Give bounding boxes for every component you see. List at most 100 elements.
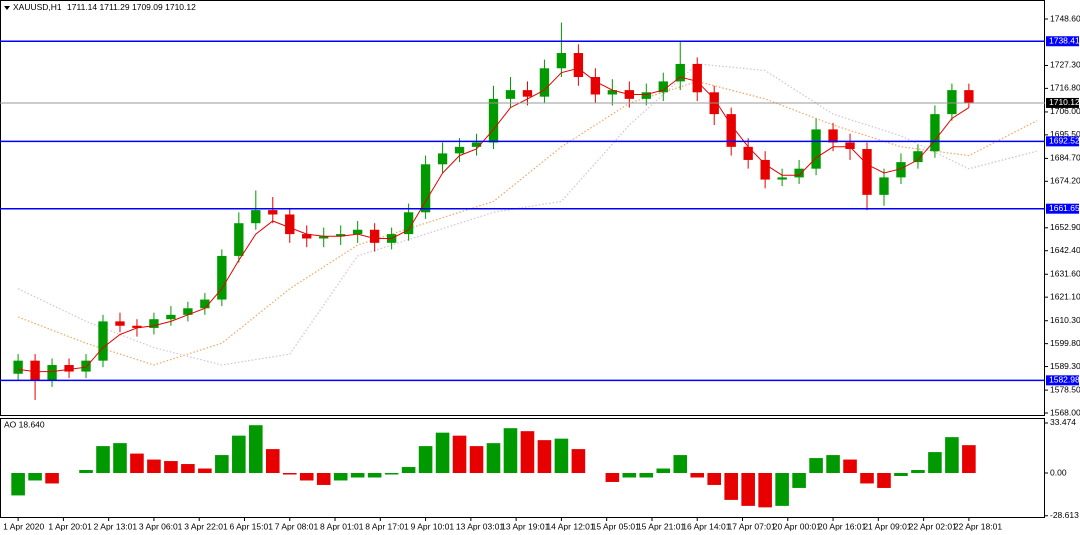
ao-bar bbox=[96, 446, 110, 474]
header: XAUUSD,H1 1711.14 1711.29 1709.09 1710.1… bbox=[13, 2, 196, 12]
ao-bar bbox=[724, 473, 738, 500]
candle-body bbox=[285, 214, 295, 235]
y-tick-label: 1621.10 bbox=[1050, 291, 1080, 301]
y-tick-label: 1748.60 bbox=[1050, 13, 1080, 23]
ao-bar bbox=[503, 428, 518, 474]
candle-body bbox=[964, 90, 974, 103]
ao-bar bbox=[775, 473, 789, 506]
y-tick-label: 1652.90 bbox=[1050, 222, 1080, 232]
symbol-menu-arrow bbox=[4, 6, 10, 10]
candle-body bbox=[726, 114, 736, 147]
ichimoku-span_a bbox=[17, 80, 1038, 366]
candle-body bbox=[947, 90, 957, 115]
x-tick-label: 1 Apr 20:01 bbox=[48, 521, 92, 531]
candle-body bbox=[81, 360, 91, 372]
y-tick-label: 1684.70 bbox=[1050, 153, 1080, 163]
y-tick-label: 1674.20 bbox=[1050, 176, 1080, 186]
x-tick-label: 3 Apr 22:01 bbox=[184, 521, 228, 531]
candle-body bbox=[115, 321, 125, 326]
ao-bar bbox=[809, 458, 823, 474]
ao-bar bbox=[45, 473, 59, 484]
ao-bar bbox=[469, 446, 484, 474]
candle-body bbox=[403, 212, 414, 235]
ao-bar bbox=[690, 473, 705, 478]
candle-body bbox=[811, 129, 821, 169]
ao-bar bbox=[486, 443, 501, 474]
candle-body bbox=[641, 92, 651, 99]
ao-bar bbox=[707, 473, 722, 485]
candle-body bbox=[539, 68, 550, 97]
ao-bar bbox=[622, 473, 637, 478]
x-tick-label: 8 Apr 01:01 bbox=[320, 521, 364, 531]
ao-bar bbox=[333, 473, 348, 481]
y-tick-label: 1568.00 bbox=[1050, 407, 1080, 417]
x-tick-label: 20 Apr 16:01 bbox=[818, 521, 866, 531]
candle-body bbox=[556, 53, 567, 69]
candle-body bbox=[319, 236, 329, 239]
x-tick-label: 20 Apr 00:01 bbox=[773, 521, 821, 531]
candle-body bbox=[336, 234, 346, 237]
candle-body bbox=[930, 114, 940, 152]
header-high: 1711.29 bbox=[100, 2, 130, 12]
x-tick-label: 21 Apr 09:01 bbox=[863, 521, 911, 531]
x-tick-label: 6 Apr 15:01 bbox=[229, 521, 273, 531]
ao-bar bbox=[282, 473, 297, 475]
ao-panel-frame bbox=[0, 418, 1045, 518]
candle-body bbox=[369, 229, 380, 243]
ao-bar bbox=[198, 468, 212, 474]
level-tag bbox=[1046, 36, 1079, 47]
x-tick-label: 7 Apr 08:01 bbox=[275, 521, 319, 531]
candle-body bbox=[268, 210, 278, 215]
candle-body bbox=[777, 177, 787, 180]
ao-title: AO 18.640 bbox=[4, 419, 45, 429]
ao-bar bbox=[962, 445, 976, 474]
candle-body bbox=[251, 210, 261, 224]
ao-bar bbox=[147, 459, 161, 474]
y-tick-label: 33.474 bbox=[1050, 417, 1076, 427]
candle-body bbox=[302, 234, 312, 239]
ao-bar bbox=[435, 432, 450, 474]
ao-bar bbox=[79, 470, 93, 474]
ao-bar bbox=[826, 455, 840, 474]
x-tick-label: 22 Apr 02:01 bbox=[909, 521, 957, 531]
ao-bar bbox=[945, 437, 959, 474]
ao-bar bbox=[605, 473, 620, 482]
ao-bar bbox=[452, 435, 467, 474]
current-price-tag bbox=[1046, 97, 1079, 108]
ao-bar bbox=[232, 435, 246, 474]
ao-bar bbox=[571, 449, 586, 474]
header-low: 1709.09 bbox=[132, 2, 163, 12]
header-close: 1710.12 bbox=[165, 2, 196, 12]
y-tick-label: 1578.50 bbox=[1050, 384, 1080, 394]
ao-bar bbox=[656, 468, 671, 474]
candle-body bbox=[353, 229, 363, 235]
candle-body bbox=[845, 142, 855, 150]
level-label: 1661.65 bbox=[1049, 203, 1080, 213]
ao-bar bbox=[673, 455, 688, 474]
candle-body bbox=[675, 63, 685, 82]
candle-body bbox=[98, 321, 108, 361]
candle-body bbox=[488, 98, 499, 143]
candle-body bbox=[166, 314, 176, 320]
candle-body bbox=[200, 299, 210, 309]
x-tick-label: 16 Apr 14:01 bbox=[682, 521, 730, 531]
level-tag bbox=[1046, 375, 1079, 386]
y-tick-label: 1706.00 bbox=[1050, 106, 1080, 116]
candle-body bbox=[13, 360, 23, 374]
candle-body bbox=[64, 365, 74, 372]
candle-body bbox=[862, 149, 872, 195]
level-label: 1692.52 bbox=[1049, 136, 1080, 146]
x-tick-label: 17 Apr 07:01 bbox=[728, 521, 776, 531]
candle-body bbox=[149, 319, 159, 328]
ao-bar bbox=[792, 473, 806, 488]
current-price-label: 1710.12 bbox=[1049, 97, 1080, 107]
ao-bar bbox=[401, 467, 416, 474]
candle-body bbox=[30, 360, 40, 381]
y-tick-label: 1695.50 bbox=[1050, 129, 1080, 139]
candle-body bbox=[760, 159, 770, 180]
ao-bar bbox=[894, 473, 908, 476]
ao-bar bbox=[877, 473, 891, 488]
ao-bar bbox=[113, 443, 127, 474]
candle-body bbox=[234, 223, 244, 256]
ao-bar bbox=[384, 473, 399, 475]
